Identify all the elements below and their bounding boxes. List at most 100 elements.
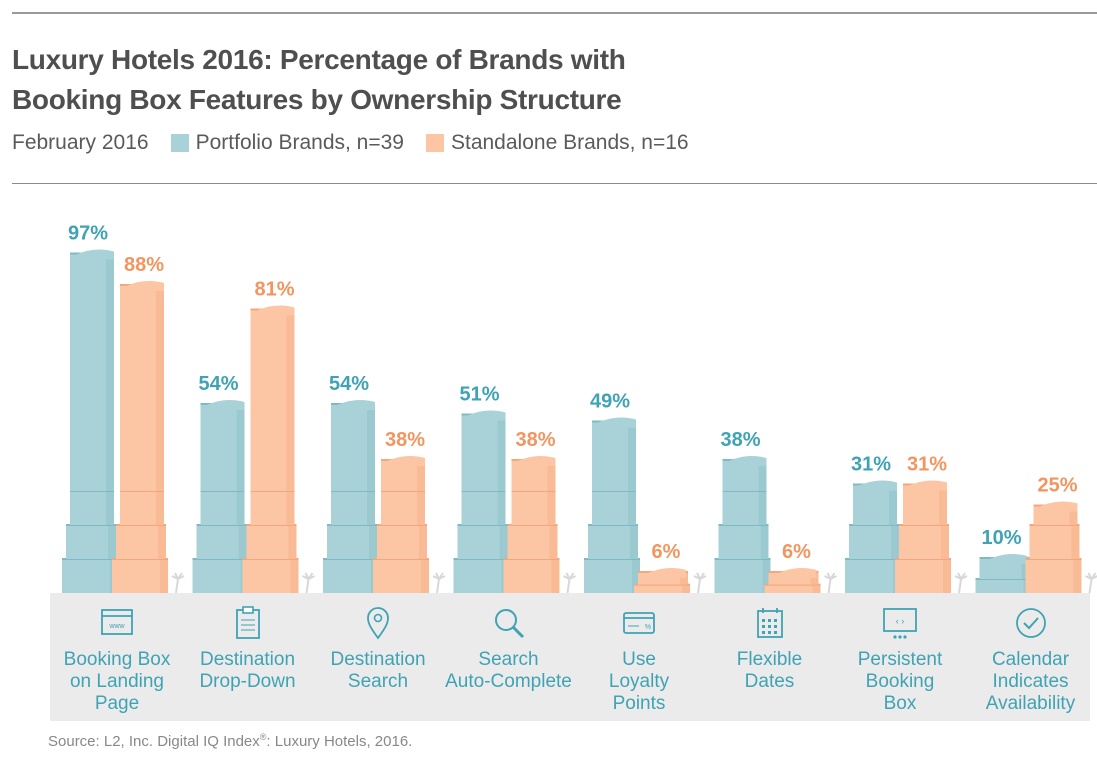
category-4: Search Auto-Complete xyxy=(444,593,574,693)
bar-standalone-tier xyxy=(903,484,947,525)
bar-portfolio-tier-shade xyxy=(760,525,769,559)
bar-standalone xyxy=(634,568,690,593)
category-label: Calendar Indicates Availability xyxy=(985,649,1076,714)
bar-standalone-cap xyxy=(511,456,556,466)
bar-standalone-tier xyxy=(764,584,821,593)
value-label-portfolio: 51% xyxy=(459,384,499,406)
bar-portfolio-tier-shade xyxy=(630,525,638,559)
bar-portfolio-tier xyxy=(200,491,245,525)
web-page-icon: www xyxy=(99,605,135,641)
bar-portfolio-cap xyxy=(983,554,1028,564)
bar-standalone-tier-shade xyxy=(810,572,819,585)
bar-portfolio-tier-shade xyxy=(628,491,636,525)
palm-decor-icon xyxy=(1085,572,1097,594)
subtitle-legend-row: February 2016 Portfolio Brands, n=39 Sta… xyxy=(12,128,689,158)
bar-standalone-tier-shade xyxy=(1069,505,1078,525)
bar-portfolio-tier-shade xyxy=(758,491,767,525)
bar-portfolio xyxy=(975,554,1032,593)
bar-standalone-tier xyxy=(511,491,556,525)
value-label-standalone: 6% xyxy=(652,541,681,563)
bar-standalone-cap xyxy=(1033,501,1078,512)
palm-decor-icon xyxy=(171,572,185,594)
category-8: Calendar Indicates Availability xyxy=(966,593,1096,715)
bar-standalone-tier xyxy=(377,525,427,559)
value-label-standalone: 88% xyxy=(124,254,164,276)
bar-portfolio-tier xyxy=(192,559,249,593)
bar-standalone-tier xyxy=(634,584,690,593)
bar-standalone-tier xyxy=(895,559,951,593)
category-label: Booking Box on Landing Page xyxy=(63,649,171,714)
palm-decor-icon xyxy=(954,572,968,594)
legend-item-portfolio: Portfolio Brands, n=39 xyxy=(170,131,404,155)
category-axis-panel: www Booking Box on Landing Page Destinatio… xyxy=(50,593,1090,721)
bar-standalone-tier-shade xyxy=(156,285,164,491)
bar-standalone-tier-shade xyxy=(682,584,690,593)
value-label-standalone: 38% xyxy=(515,429,555,451)
bar-portfolio-tier-shade xyxy=(497,414,506,491)
chart-title: Luxury Hotels 2016: Percentage of Brands… xyxy=(12,40,772,120)
bar-standalone-tier-shade xyxy=(943,559,951,593)
bar-portfolio-tier xyxy=(196,525,247,559)
svg-text:www: www xyxy=(108,623,125,630)
bar-portfolio-tier xyxy=(592,491,636,525)
legend-label-standalone: Standalone Brands, n=16 xyxy=(450,131,689,154)
value-label-standalone: 25% xyxy=(1037,475,1077,497)
bar-portfolio-cap xyxy=(722,456,767,466)
bar-standalone-tier xyxy=(1029,525,1080,559)
legend-label-portfolio: Portfolio Brands, n=39 xyxy=(195,131,404,154)
bar-standalone-tier-shade xyxy=(551,559,560,593)
bar-standalone-tier-shade xyxy=(417,460,425,491)
title-line-1: Luxury Hotels 2016: Percentage of Brands… xyxy=(12,44,626,75)
bar-standalone-cap xyxy=(250,305,295,316)
bar-portfolio-tier-shade xyxy=(238,525,247,559)
value-label-portfolio: 49% xyxy=(590,391,630,413)
title-line-2: Booking Box Features by Ownership Struct… xyxy=(12,84,622,115)
category-2: Destination Drop-Down xyxy=(183,593,313,693)
bar-portfolio-tier xyxy=(461,491,506,525)
legend-item-standalone: Standalone Brands, n=16 xyxy=(425,131,689,155)
bar-portfolio-tier-shade xyxy=(889,484,897,525)
category-label: Destination Search xyxy=(330,649,426,692)
palm-decor-icon xyxy=(824,572,837,594)
bar-portfolio-tier xyxy=(323,559,379,593)
bar-standalone-tier-shade xyxy=(547,460,556,491)
bar-portfolio-tier-shade xyxy=(236,491,245,525)
bar-portfolio-tier xyxy=(331,491,375,525)
bar-standalone-tier xyxy=(899,525,949,559)
bar-portfolio-tier-shade xyxy=(106,253,114,491)
bar-standalone xyxy=(112,281,168,593)
bar-standalone-tier-shade xyxy=(547,491,556,525)
category-5: % Use Loyalty Points xyxy=(574,593,704,715)
bar-standalone-tier xyxy=(246,525,297,559)
magnifier-icon xyxy=(491,605,527,641)
bar-standalone-tier-shade xyxy=(286,491,295,525)
bar-portfolio-tier-shade xyxy=(891,525,899,559)
bar-standalone-tier xyxy=(120,285,164,491)
bar-standalone-tier xyxy=(250,491,295,525)
svg-text:‹ ›: ‹ › xyxy=(896,616,905,626)
bar-portfolio-tier-shade xyxy=(367,491,375,525)
bar-portfolio xyxy=(192,400,249,593)
bar-standalone xyxy=(1025,501,1082,593)
value-label-portfolio: 97% xyxy=(68,223,108,245)
bar-standalone-tier-shade xyxy=(1073,559,1082,593)
bar-portfolio-cap xyxy=(200,400,245,410)
bar-standalone-tier xyxy=(507,525,558,559)
clipboard-icon xyxy=(230,605,266,641)
bar-standalone-tier-shade xyxy=(421,559,429,593)
bar-portfolio-tier xyxy=(584,559,640,593)
bar-portfolio-tier xyxy=(457,525,508,559)
bar-standalone-tier-shade xyxy=(680,572,688,585)
bar-standalone xyxy=(242,305,299,593)
bar-standalone-tier xyxy=(503,559,560,593)
category-label: Search Auto-Complete xyxy=(445,649,572,692)
checkmark-circle-icon xyxy=(1013,605,1049,641)
bar-portfolio-tier xyxy=(453,559,510,593)
registered-mark: ® xyxy=(259,732,267,742)
bar-standalone-tier-shade xyxy=(286,309,295,491)
source-prefix: Source: L2, Inc. Digital IQ Index xyxy=(48,733,260,750)
bar-portfolio xyxy=(714,456,771,593)
bar-portfolio-tier-shade xyxy=(632,559,640,593)
date-label: February 2016 xyxy=(12,131,149,154)
palm-decor-icon xyxy=(302,572,315,594)
